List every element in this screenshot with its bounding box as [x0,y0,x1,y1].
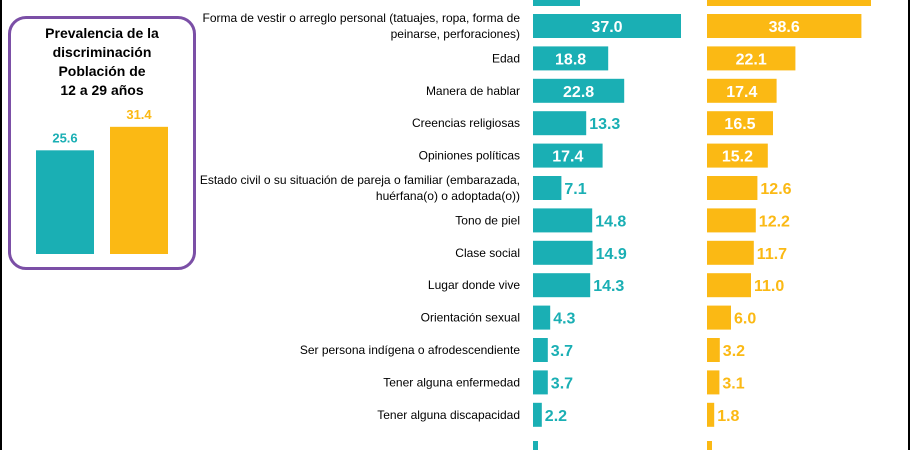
category-label: Estado civil o su situación de pareja o … [200,173,520,187]
bar [533,14,681,38]
bar [533,176,562,200]
prevalence-title: Prevalencia de la discriminación Poblaci… [11,24,193,100]
data-label: 22.1 [736,51,767,68]
data-label: 17.4 [552,149,583,166]
bar [707,176,758,200]
bar [533,208,593,233]
category-label: peinarse, perforaciones) [391,27,520,41]
bar-cropped [533,0,580,6]
bar [533,370,548,395]
bar-cropped [533,441,538,450]
bar [707,143,768,168]
data-label: 38.6 [769,19,800,36]
data-label: 3.2 [723,343,745,360]
bar [533,273,591,298]
category-label: Lugar donde vive [428,278,520,292]
category-label: Opiniones políticas [419,149,520,163]
bar [533,78,625,103]
data-label: 3.1 [722,375,744,392]
prevalence-label: 31.4 [126,107,152,122]
category-label: Orientación sexual [421,311,520,325]
bar [707,208,756,233]
data-label: 13.3 [589,116,620,133]
category-label: Creencias religiosas [412,116,520,130]
bar [533,305,551,330]
category-label: Tener alguna discapacidad [377,408,520,422]
category-label: huérfana(o) o adoptada(o)) [376,189,520,203]
bar [533,111,587,136]
bar [533,240,593,265]
prevalence-title-line: Prevalencia de la [45,25,159,41]
data-label: 3.7 [551,343,573,360]
category-label: Ser persona indígena o afrodescendiente [300,343,520,357]
bar-cropped [707,441,712,450]
data-label: 4.3 [553,311,575,328]
bar [707,273,751,298]
bar [707,240,754,265]
bar [707,338,720,362]
bar [533,338,548,362]
bar [533,143,603,168]
data-label: 11.7 [757,246,787,263]
prevalence-label: 25.6 [52,130,77,145]
category-label: Clase social [455,246,520,260]
data-label: 6.0 [734,311,756,328]
data-label: 3.7 [551,375,573,392]
data-label: 1.8 [717,408,739,425]
data-label: 2.2 [545,408,567,425]
prevalence-title-line: 12 a 29 años [60,82,144,98]
bar [707,46,796,71]
category-label: Manera de hablar [426,84,520,98]
category-label: Tener alguna enfermedad [383,375,520,389]
data-label: 14.3 [593,278,624,295]
bar [707,370,720,395]
bar [707,78,777,103]
data-label: 14.8 [595,213,626,230]
data-label: 12.6 [760,181,791,198]
data-label: 18.8 [555,51,586,68]
category-label: Forma de vestir o arreglo personal (tatu… [203,11,521,25]
bar [707,14,862,38]
prevalence-bar [110,126,168,254]
data-label: 12.2 [759,213,790,230]
bar-cropped [707,0,871,6]
bar [707,305,731,330]
data-label: 16.5 [724,116,755,133]
prevalence-title-line: Población de [58,63,146,79]
prevalence-title-line: discriminación [52,44,152,60]
data-label: 17.4 [726,84,757,101]
data-label: 11.0 [754,278,784,295]
bar [707,402,715,427]
bar [533,46,609,71]
category-label: Tono de piel [455,213,520,227]
bar [533,402,542,427]
data-label: 15.2 [722,149,753,166]
data-label: 14.9 [596,246,627,263]
category-label: Edad [492,51,520,65]
data-label: 22.8 [563,84,594,101]
bar [707,111,773,136]
prevalence-bar [36,150,94,254]
data-label: 7.1 [564,181,586,198]
data-label: 37.0 [591,19,622,36]
